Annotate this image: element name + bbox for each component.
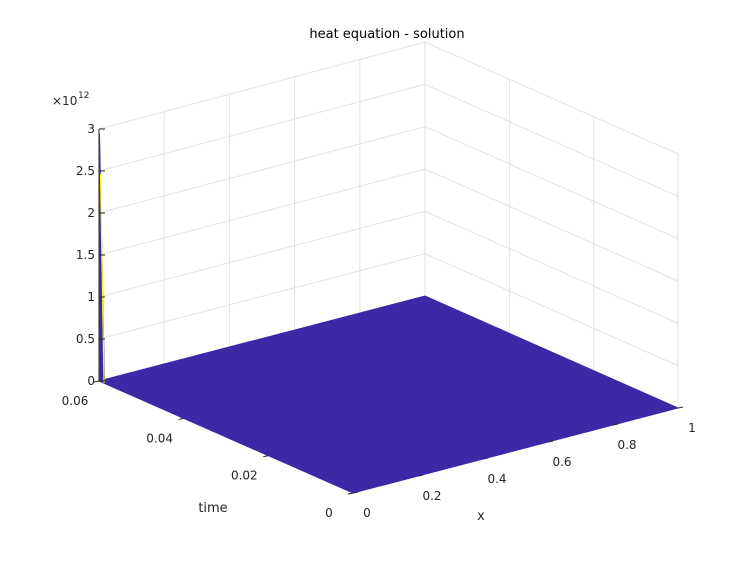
x-tick-label: 0.2	[422, 489, 441, 503]
time-tick-label: 0.04	[146, 431, 173, 445]
x-tick-mark	[677, 406, 684, 409]
x-tick-mark	[482, 457, 489, 460]
tick-labels: 0 0.2 0.4 0.6 0.8 1 0 0.02 0.04 0.06 0 0.5 1 1.5 2 2.5 3	[62, 122, 696, 520]
grid-line-z	[98, 210, 679, 324]
x-tick-mark	[612, 423, 619, 426]
x-tick-label: 0.6	[552, 455, 571, 469]
y-axis-label: time	[198, 501, 227, 516]
grid-line-z	[98, 126, 679, 240]
grid-line-z	[98, 168, 679, 282]
z-tick-label: 0	[87, 374, 95, 388]
time-tick-mark	[93, 380, 100, 383]
x-tick-label: 0	[363, 506, 371, 520]
z-exponent-base: ×10	[52, 94, 77, 108]
time-tick-mark	[263, 455, 269, 458]
surface-layer	[97, 129, 680, 494]
chart-title: heat equation - solution	[309, 27, 464, 42]
grid-line-z	[98, 83, 679, 197]
grid-line-z	[98, 41, 679, 155]
x-tick-label: 0.4	[487, 472, 506, 486]
z-exponent: ×10 12	[52, 91, 89, 108]
z-tick-label: 1	[87, 290, 95, 304]
time-tick-label: 0.06	[62, 394, 89, 408]
grid-line-z	[98, 253, 679, 367]
time-tick-label: 0.02	[231, 469, 258, 483]
x-axis-label: x	[477, 509, 485, 524]
z-tick-label: 2.5	[76, 164, 95, 178]
time-tick-mark	[178, 417, 184, 420]
surface-patch	[97, 295, 680, 494]
spike-highlight	[99, 173, 105, 384]
z-exponent-power: 12	[78, 91, 89, 101]
x-tick-label: 1	[688, 421, 696, 435]
time-tick-label: 0	[325, 506, 333, 520]
x-tick-mark	[547, 440, 554, 443]
z-tick-label: 3	[87, 122, 95, 136]
x-tick-label: 0.8	[617, 438, 636, 452]
z-tick-label: 1.5	[76, 248, 95, 262]
time-tick-mark	[347, 492, 354, 495]
x-tick-mark	[417, 474, 424, 477]
x-tick-mark	[352, 491, 359, 494]
z-tick-label: 0.5	[76, 332, 95, 346]
z-tick-label: 2	[87, 206, 95, 220]
